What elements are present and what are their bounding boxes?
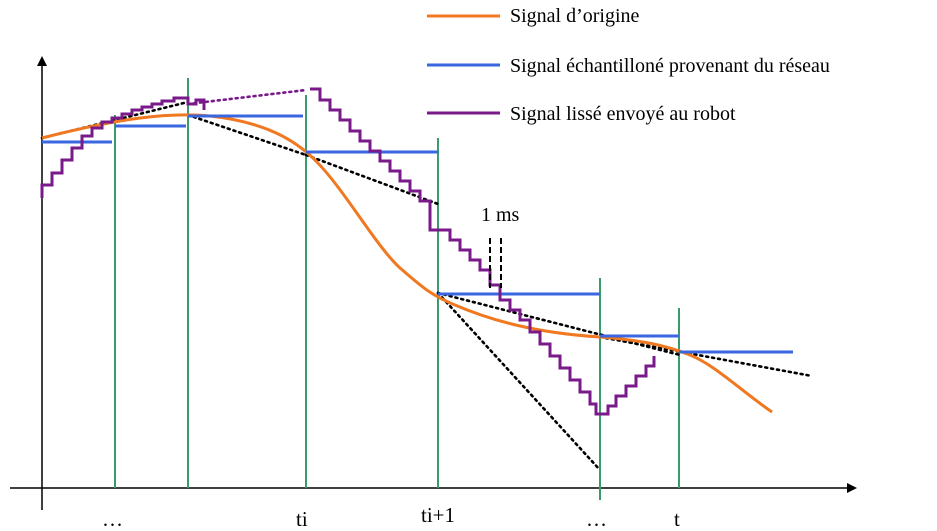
one-ms-marker [489, 238, 502, 288]
original-signal-curve [41, 113, 773, 414]
tick-label-ti: ti [296, 507, 308, 531]
legend-label-smoothed: Signal lissé envoyé au robot [510, 103, 736, 125]
legend: Signal d’origine Signal échantilloné pro… [427, 5, 830, 125]
tangent-2 [186, 113, 308, 157]
tangent-5 [436, 291, 682, 357]
sampled-signal [42, 114, 793, 354]
tangent-3 [304, 153, 440, 206]
tangent-4 [436, 291, 602, 472]
smoothed-signal-staircase [40, 87, 656, 416]
legend-label-sampled: Signal échantilloné provenant du réseau [510, 55, 830, 77]
sample-time-lines [114, 78, 680, 500]
tangent-lines [40, 100, 814, 472]
tick-label-t: t [674, 507, 680, 531]
x-tick-labels: … ti ti+1 … t [102, 503, 680, 531]
tangent-6 [598, 335, 814, 378]
legend-label-original: Signal d’origine [510, 5, 640, 27]
tick-label-4: … [586, 507, 607, 531]
one-ms-label: 1 ms [481, 204, 520, 226]
tick-label-1: … [102, 507, 123, 531]
tick-label-ti1: ti+1 [421, 503, 455, 527]
tangent-purple [186, 88, 308, 106]
